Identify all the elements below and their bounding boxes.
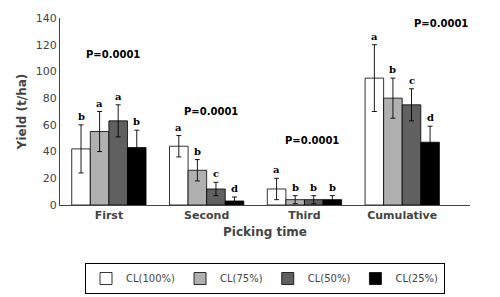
- svg-text:c: c: [409, 75, 415, 86]
- svg-text:140: 140: [36, 12, 57, 25]
- svg-text:20: 20: [43, 172, 57, 185]
- svg-text:a: a: [371, 31, 378, 42]
- svg-text:40: 40: [43, 145, 57, 158]
- svg-text:CL(75%): CL(75%): [220, 273, 263, 284]
- svg-text:CL(25%): CL(25%): [395, 273, 438, 284]
- svg-text:b: b: [78, 111, 85, 122]
- svg-text:CL(50%): CL(50%): [308, 273, 351, 284]
- svg-text:P=0.0001: P=0.0001: [86, 49, 140, 60]
- svg-text:b: b: [133, 116, 140, 127]
- svg-text:b: b: [194, 146, 201, 157]
- svg-text:P=0.0001: P=0.0001: [184, 106, 238, 117]
- svg-text:a: a: [96, 98, 103, 109]
- svg-text:P=0.0001: P=0.0001: [414, 18, 468, 29]
- svg-text:a: a: [175, 122, 182, 133]
- svg-text:b: b: [292, 182, 299, 193]
- svg-text:CL(100%): CL(100%): [126, 273, 175, 284]
- svg-text:b: b: [310, 182, 317, 193]
- svg-text:Third: Third: [288, 209, 320, 222]
- svg-text:First: First: [95, 209, 124, 222]
- svg-text:Cumulative: Cumulative: [367, 209, 437, 222]
- svg-text:d: d: [427, 112, 434, 123]
- svg-text:c: c: [213, 168, 219, 179]
- svg-text:60: 60: [43, 119, 57, 132]
- svg-text:Picking time: Picking time: [223, 225, 307, 239]
- svg-text:d: d: [231, 183, 238, 194]
- svg-text:a: a: [115, 91, 122, 102]
- svg-text:a: a: [273, 164, 280, 175]
- svg-text:0: 0: [50, 199, 57, 212]
- svg-text:100: 100: [36, 65, 57, 78]
- svg-text:80: 80: [43, 92, 57, 105]
- svg-text:P=0.0001: P=0.0001: [285, 135, 339, 146]
- svg-text:b: b: [329, 182, 336, 193]
- svg-text:b: b: [389, 64, 396, 75]
- svg-text:Second: Second: [184, 209, 229, 222]
- svg-text:120: 120: [36, 39, 57, 52]
- svg-text:Yield (t/ha): Yield (t/ha): [15, 74, 29, 151]
